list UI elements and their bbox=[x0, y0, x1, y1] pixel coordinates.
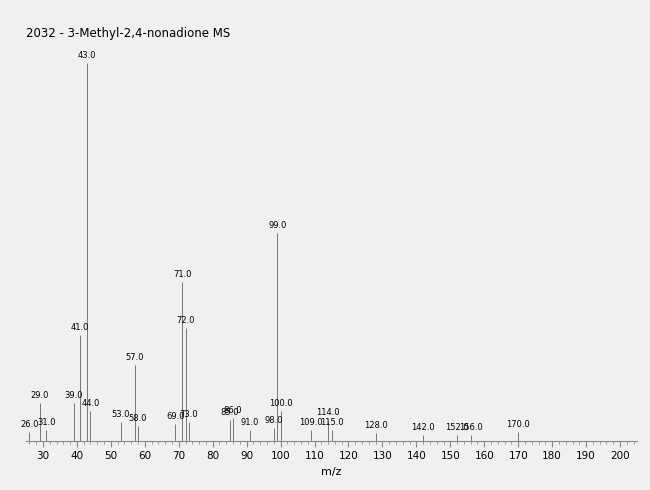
Text: 72.0: 72.0 bbox=[176, 316, 195, 324]
Text: 128.0: 128.0 bbox=[364, 421, 387, 430]
Text: 98.0: 98.0 bbox=[265, 416, 283, 425]
Text: 73.0: 73.0 bbox=[179, 410, 198, 419]
Text: 115.0: 115.0 bbox=[320, 417, 343, 427]
Text: 57.0: 57.0 bbox=[125, 353, 144, 363]
Text: 44.0: 44.0 bbox=[81, 399, 99, 408]
Text: 69.0: 69.0 bbox=[166, 412, 185, 421]
Text: 26.0: 26.0 bbox=[20, 419, 38, 429]
Text: 58.0: 58.0 bbox=[129, 414, 148, 423]
Text: 2032 - 3-Methyl-2,4-nonadione MS: 2032 - 3-Methyl-2,4-nonadione MS bbox=[26, 27, 230, 40]
Text: 85.0: 85.0 bbox=[220, 408, 239, 417]
Text: 43.0: 43.0 bbox=[78, 51, 96, 60]
Text: 170.0: 170.0 bbox=[506, 419, 530, 429]
X-axis label: m/z: m/z bbox=[321, 467, 342, 477]
Text: 53.0: 53.0 bbox=[112, 410, 130, 419]
Text: 100.0: 100.0 bbox=[268, 399, 292, 408]
Text: 142.0: 142.0 bbox=[411, 423, 435, 432]
Text: 91.0: 91.0 bbox=[241, 417, 259, 427]
Text: 39.0: 39.0 bbox=[64, 391, 83, 400]
Text: 114.0: 114.0 bbox=[317, 408, 340, 417]
Text: 109.0: 109.0 bbox=[299, 417, 323, 427]
Text: 156.0: 156.0 bbox=[459, 423, 482, 432]
Text: 86.0: 86.0 bbox=[224, 406, 242, 416]
Text: 29.0: 29.0 bbox=[31, 391, 49, 400]
Text: 31.0: 31.0 bbox=[37, 417, 56, 427]
Text: 99.0: 99.0 bbox=[268, 221, 287, 230]
Text: 152.0: 152.0 bbox=[445, 423, 469, 432]
Text: 71.0: 71.0 bbox=[173, 270, 191, 279]
Text: 41.0: 41.0 bbox=[71, 323, 90, 332]
